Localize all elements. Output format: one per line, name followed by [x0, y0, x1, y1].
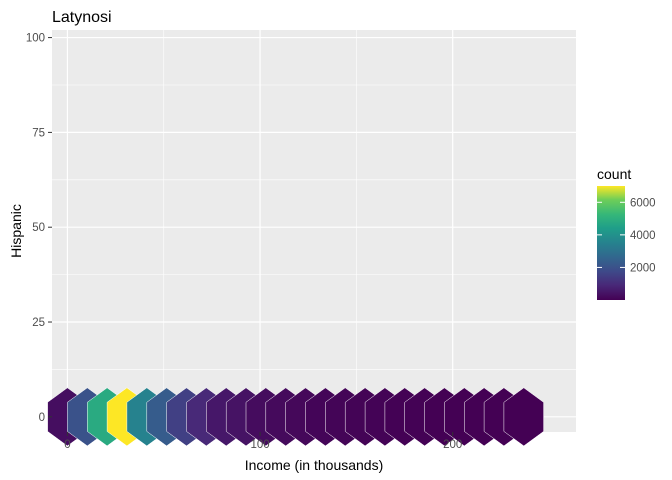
y-axis-title: Hispanic	[8, 204, 24, 258]
legend-tick-label: 2000	[630, 262, 656, 274]
legend-tick-label: 6000	[630, 197, 656, 209]
y-tick-label: 50	[32, 222, 45, 234]
legend: count 2000 4000 6000	[597, 166, 656, 300]
x-tick-label: 0	[64, 439, 70, 451]
x-axis: 0 100 200	[64, 432, 462, 451]
hex-cell	[503, 387, 544, 447]
legend-colorbar	[597, 186, 625, 300]
y-tick-label: 100	[26, 33, 45, 45]
legend-ticks: 2000 4000 6000	[597, 197, 656, 274]
chart-title: Latynosi	[52, 9, 112, 26]
y-tick-label: 25	[32, 317, 45, 329]
y-tick-label: 0	[39, 412, 45, 424]
y-axis: 0 25 50 75 100	[26, 33, 52, 424]
y-tick-label: 75	[32, 127, 45, 139]
legend-tick-label: 4000	[630, 230, 656, 242]
plot-panel	[52, 30, 576, 432]
x-tick-label: 100	[250, 439, 269, 451]
legend-title: count	[597, 166, 631, 182]
hex-layer	[47, 387, 544, 447]
x-axis-title: Income (in thousands)	[245, 457, 384, 473]
x-tick-label: 200	[443, 439, 462, 451]
